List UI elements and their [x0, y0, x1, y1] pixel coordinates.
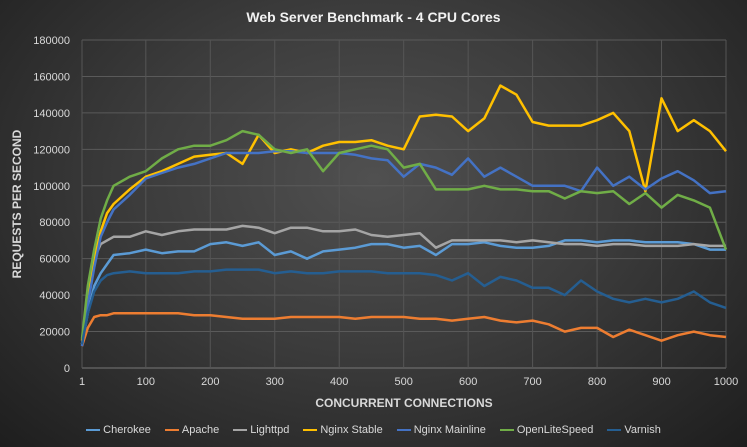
legend-swatch [164, 429, 179, 431]
legend-swatch [396, 429, 411, 431]
x-tick-label: 1000 [714, 376, 738, 388]
series-line-lighttpd [80, 224, 726, 345]
y-tick-label: 100000 [33, 181, 70, 193]
x-tick-label: 900 [652, 376, 670, 388]
legend-swatch [607, 429, 622, 431]
y-tick-label: 40000 [39, 290, 70, 302]
x-tick-label: 300 [266, 376, 284, 388]
legend-label: Lighttpd [250, 424, 290, 436]
x-axis-label: CONCURRENT CONNECTIONS [315, 396, 492, 410]
series-line-nginx-stable [80, 84, 727, 341]
y-tick-label: 20000 [39, 327, 70, 339]
y-axis-label: REQUESTS PER SECOND [10, 129, 24, 278]
x-tick-label: 400 [330, 376, 348, 388]
y-axis-ticks: 0 20000 40000 60000 80000 100000 120000 140000 1… [33, 35, 70, 375]
series-line-apache [80, 312, 727, 347]
legend-item-openlitespeed: OpenLiteSpeed [499, 424, 594, 436]
legend-item-nginx-stable: Nginx Stable [303, 424, 383, 436]
x-tick-label: 500 [394, 376, 412, 388]
y-tick-label: 80000 [39, 217, 70, 229]
legend-label: Apache [181, 424, 220, 436]
legend: Cherokee Apache Lighttpd Nginx Stable Nginx … [0, 424, 747, 436]
y-tick-label: 180000 [33, 35, 70, 47]
series-line-cherokee [80, 239, 726, 345]
legend-item-apache: Apache [164, 424, 220, 436]
x-tick-label: 200 [201, 376, 219, 388]
series-line-varnish [80, 268, 727, 345]
x-tick-label: 800 [588, 376, 606, 388]
y-tick-label: 60000 [39, 254, 70, 266]
legend-label: Nginx Mainline [413, 424, 486, 436]
x-tick-label: 1 [79, 376, 85, 388]
y-tick-label: 120000 [33, 144, 70, 156]
legend-swatch [233, 429, 248, 431]
legend-item-nginx-mainline: Nginx Mainline [396, 424, 486, 436]
chart-title: Web Server Benchmark - 4 CPU Cores [246, 9, 501, 25]
legend-item-lighttpd: Lighttpd [233, 424, 289, 436]
legend-swatch [499, 429, 514, 431]
x-tick-label: 700 [523, 376, 541, 388]
legend-label: Nginx Stable [320, 424, 383, 436]
legend-label: OpenLiteSpeed [516, 424, 594, 436]
y-tick-label: 0 [64, 363, 70, 375]
y-tick-label: 140000 [33, 108, 70, 120]
legend-item-cherokee: Cherokee [86, 424, 151, 436]
legend-label: Cherokee [103, 424, 151, 436]
series-line-nginx-mainline [80, 149, 727, 347]
series-line-openlitespeed [80, 129, 728, 339]
x-tick-label: 100 [137, 376, 155, 388]
legend-label: Varnish [624, 424, 661, 436]
legend-swatch [303, 429, 318, 431]
legend-swatch [86, 429, 101, 431]
x-tick-label: 600 [459, 376, 477, 388]
y-tick-label: 160000 [33, 71, 70, 83]
legend-item-varnish: Varnish [607, 424, 661, 436]
x-axis-ticks: 1 100 200 300 400 500 600 700 800 900 1000 [79, 376, 738, 388]
series-lines [80, 84, 728, 347]
